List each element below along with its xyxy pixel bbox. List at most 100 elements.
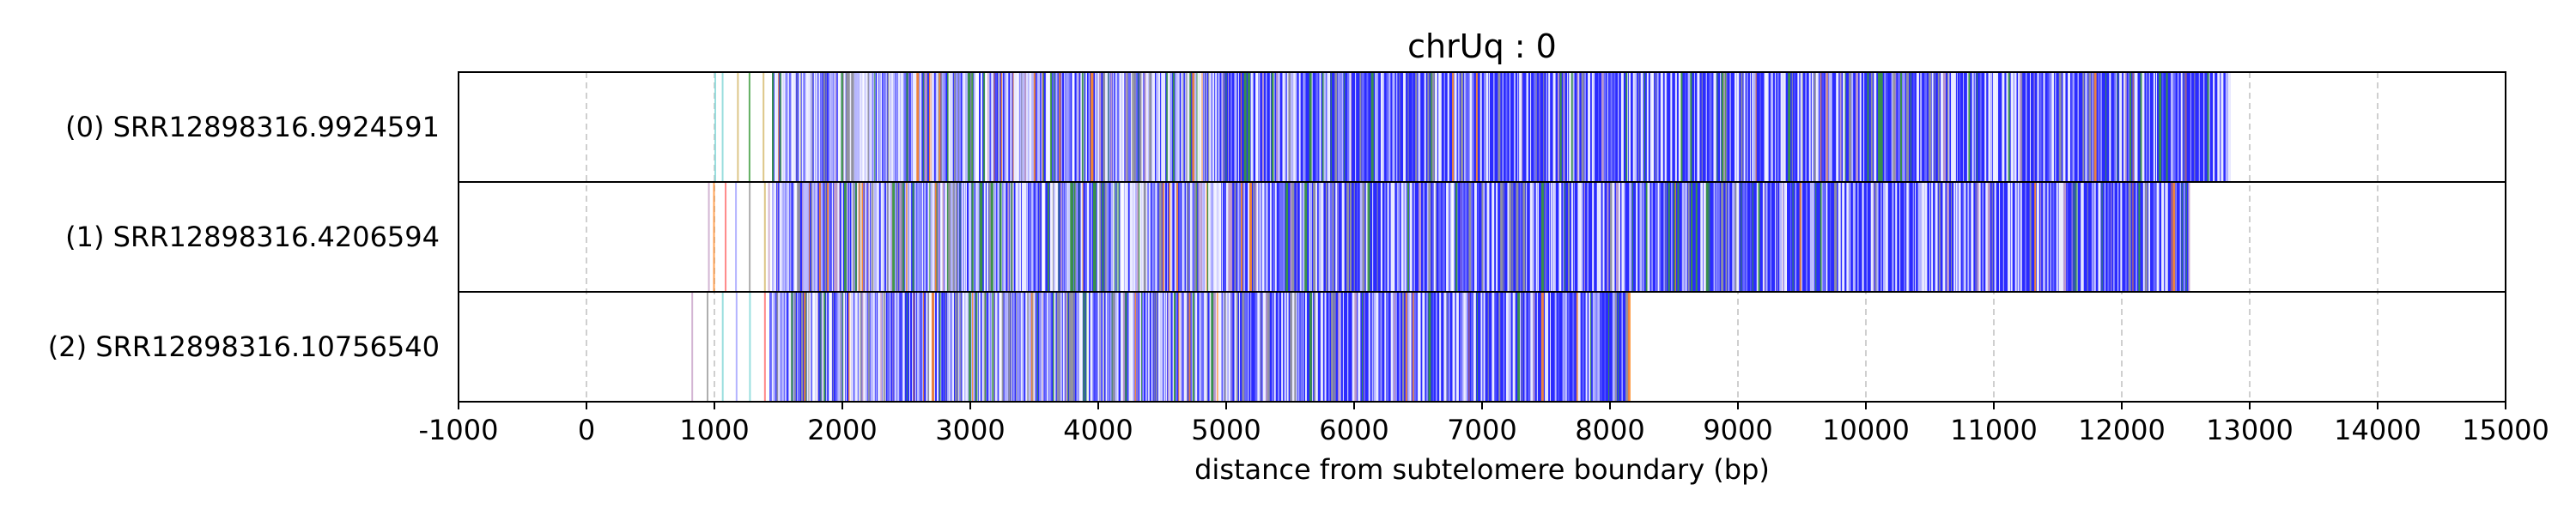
feature-bar <box>1535 72 1537 182</box>
feature-bar <box>1059 72 1061 182</box>
feature-bar <box>989 292 991 402</box>
feature-bar <box>987 72 989 182</box>
feature-bar <box>1428 182 1431 292</box>
feature-bar <box>1819 72 1821 182</box>
feature-bar <box>963 182 966 292</box>
feature-bar <box>2087 182 2088 292</box>
feature-bar <box>1660 72 1663 182</box>
feature-bar <box>1657 182 1661 292</box>
feature-bar <box>906 292 908 402</box>
feature-bar <box>2161 182 2165 292</box>
feature-bar <box>1718 182 1720 292</box>
feature-bar <box>873 182 875 292</box>
feature-bar <box>1319 72 1321 182</box>
feature-bar <box>986 182 988 292</box>
feature-bar <box>869 182 871 292</box>
feature-bar <box>976 182 980 292</box>
feature-bar <box>827 182 829 292</box>
feature-bar <box>2221 72 2224 182</box>
feature-bar <box>1230 72 1232 182</box>
feature-bar <box>983 72 987 182</box>
feature-bar <box>1652 72 1655 182</box>
feature-bar <box>1742 182 1746 292</box>
feature-bar <box>2113 72 2116 182</box>
feature-bar <box>1150 182 1151 292</box>
feature-bar <box>1239 182 1242 292</box>
feature-bar <box>2172 72 2176 182</box>
feature-bar <box>1318 182 1321 292</box>
feature-bar <box>1161 292 1163 402</box>
feature-bar <box>896 292 900 402</box>
feature-bar <box>870 292 873 402</box>
feature-bar <box>1603 72 1607 182</box>
feature-bar <box>1151 72 1155 182</box>
feature-bar <box>1234 292 1237 402</box>
feature-bar <box>787 72 790 182</box>
feature-bar <box>835 72 836 182</box>
feature-bar <box>1197 72 1200 182</box>
feature-bar <box>886 182 889 292</box>
feature-bar <box>931 292 934 402</box>
feature-bar <box>2148 72 2150 182</box>
feature-bar <box>1462 182 1464 292</box>
feature-bar <box>896 182 899 292</box>
feature-bar <box>856 182 859 292</box>
feature-bar <box>1581 72 1584 182</box>
feature-bar <box>2081 182 2084 292</box>
feature-bar <box>1161 72 1164 182</box>
feature-bar <box>2063 182 2067 292</box>
feature-bar <box>1280 182 1284 292</box>
feature-bar <box>1589 292 1591 402</box>
feature-bar <box>1047 72 1049 182</box>
feature-bar <box>1234 72 1237 182</box>
feature-bar <box>1924 72 1928 182</box>
feature-bar <box>832 292 834 402</box>
feature-bar <box>924 182 926 292</box>
feature-bar <box>965 292 969 402</box>
feature-bar <box>1765 182 1768 292</box>
feature-bar <box>849 292 852 402</box>
feature-bar <box>1003 182 1006 292</box>
feature-bar <box>1554 292 1557 402</box>
feature-bar <box>1026 182 1028 292</box>
feature-bar <box>1579 182 1582 292</box>
feature-bar <box>1898 72 1901 182</box>
feature-bar <box>2164 182 2166 292</box>
feature-bar <box>1157 72 1159 182</box>
feature-bar <box>1271 72 1274 182</box>
feature-bar <box>1940 72 1943 182</box>
feature-bar <box>1080 292 1083 402</box>
feature-bar <box>1958 182 1961 292</box>
feature-bar <box>1775 182 1777 292</box>
feature-bar <box>1569 72 1572 182</box>
feature-bar <box>1115 72 1117 182</box>
feature-bar <box>1770 72 1773 182</box>
feature-bar <box>1553 182 1556 292</box>
feature-bar <box>1540 182 1544 292</box>
feature-bar <box>1496 182 1498 292</box>
feature-bar <box>993 72 995 182</box>
feature-bar <box>1302 182 1305 292</box>
feature-bar <box>1723 72 1727 182</box>
feature-bar <box>2123 72 2126 182</box>
feature-bar <box>801 72 804 182</box>
feature-bar <box>932 182 935 292</box>
x-tick-label: 14000 <box>2334 414 2421 446</box>
feature-bar <box>1250 72 1253 182</box>
feature-bar <box>1937 72 1940 182</box>
feature-bar <box>930 292 933 402</box>
feature-bar <box>1483 182 1485 292</box>
feature-bar <box>1792 182 1794 292</box>
x-tick-label: 12000 <box>2078 414 2166 446</box>
feature-bar <box>805 182 807 292</box>
feature-bar <box>2132 72 2134 182</box>
feature-bar <box>1026 72 1029 182</box>
feature-bar <box>1922 182 1925 292</box>
feature-bar <box>1045 182 1047 292</box>
feature-bar <box>1638 72 1640 182</box>
feature-bar <box>1100 72 1102 182</box>
feature-bar <box>2166 182 2168 292</box>
feature-bar <box>2170 72 2173 182</box>
feature-bar <box>1286 72 1289 182</box>
feature-bar <box>1618 292 1619 402</box>
